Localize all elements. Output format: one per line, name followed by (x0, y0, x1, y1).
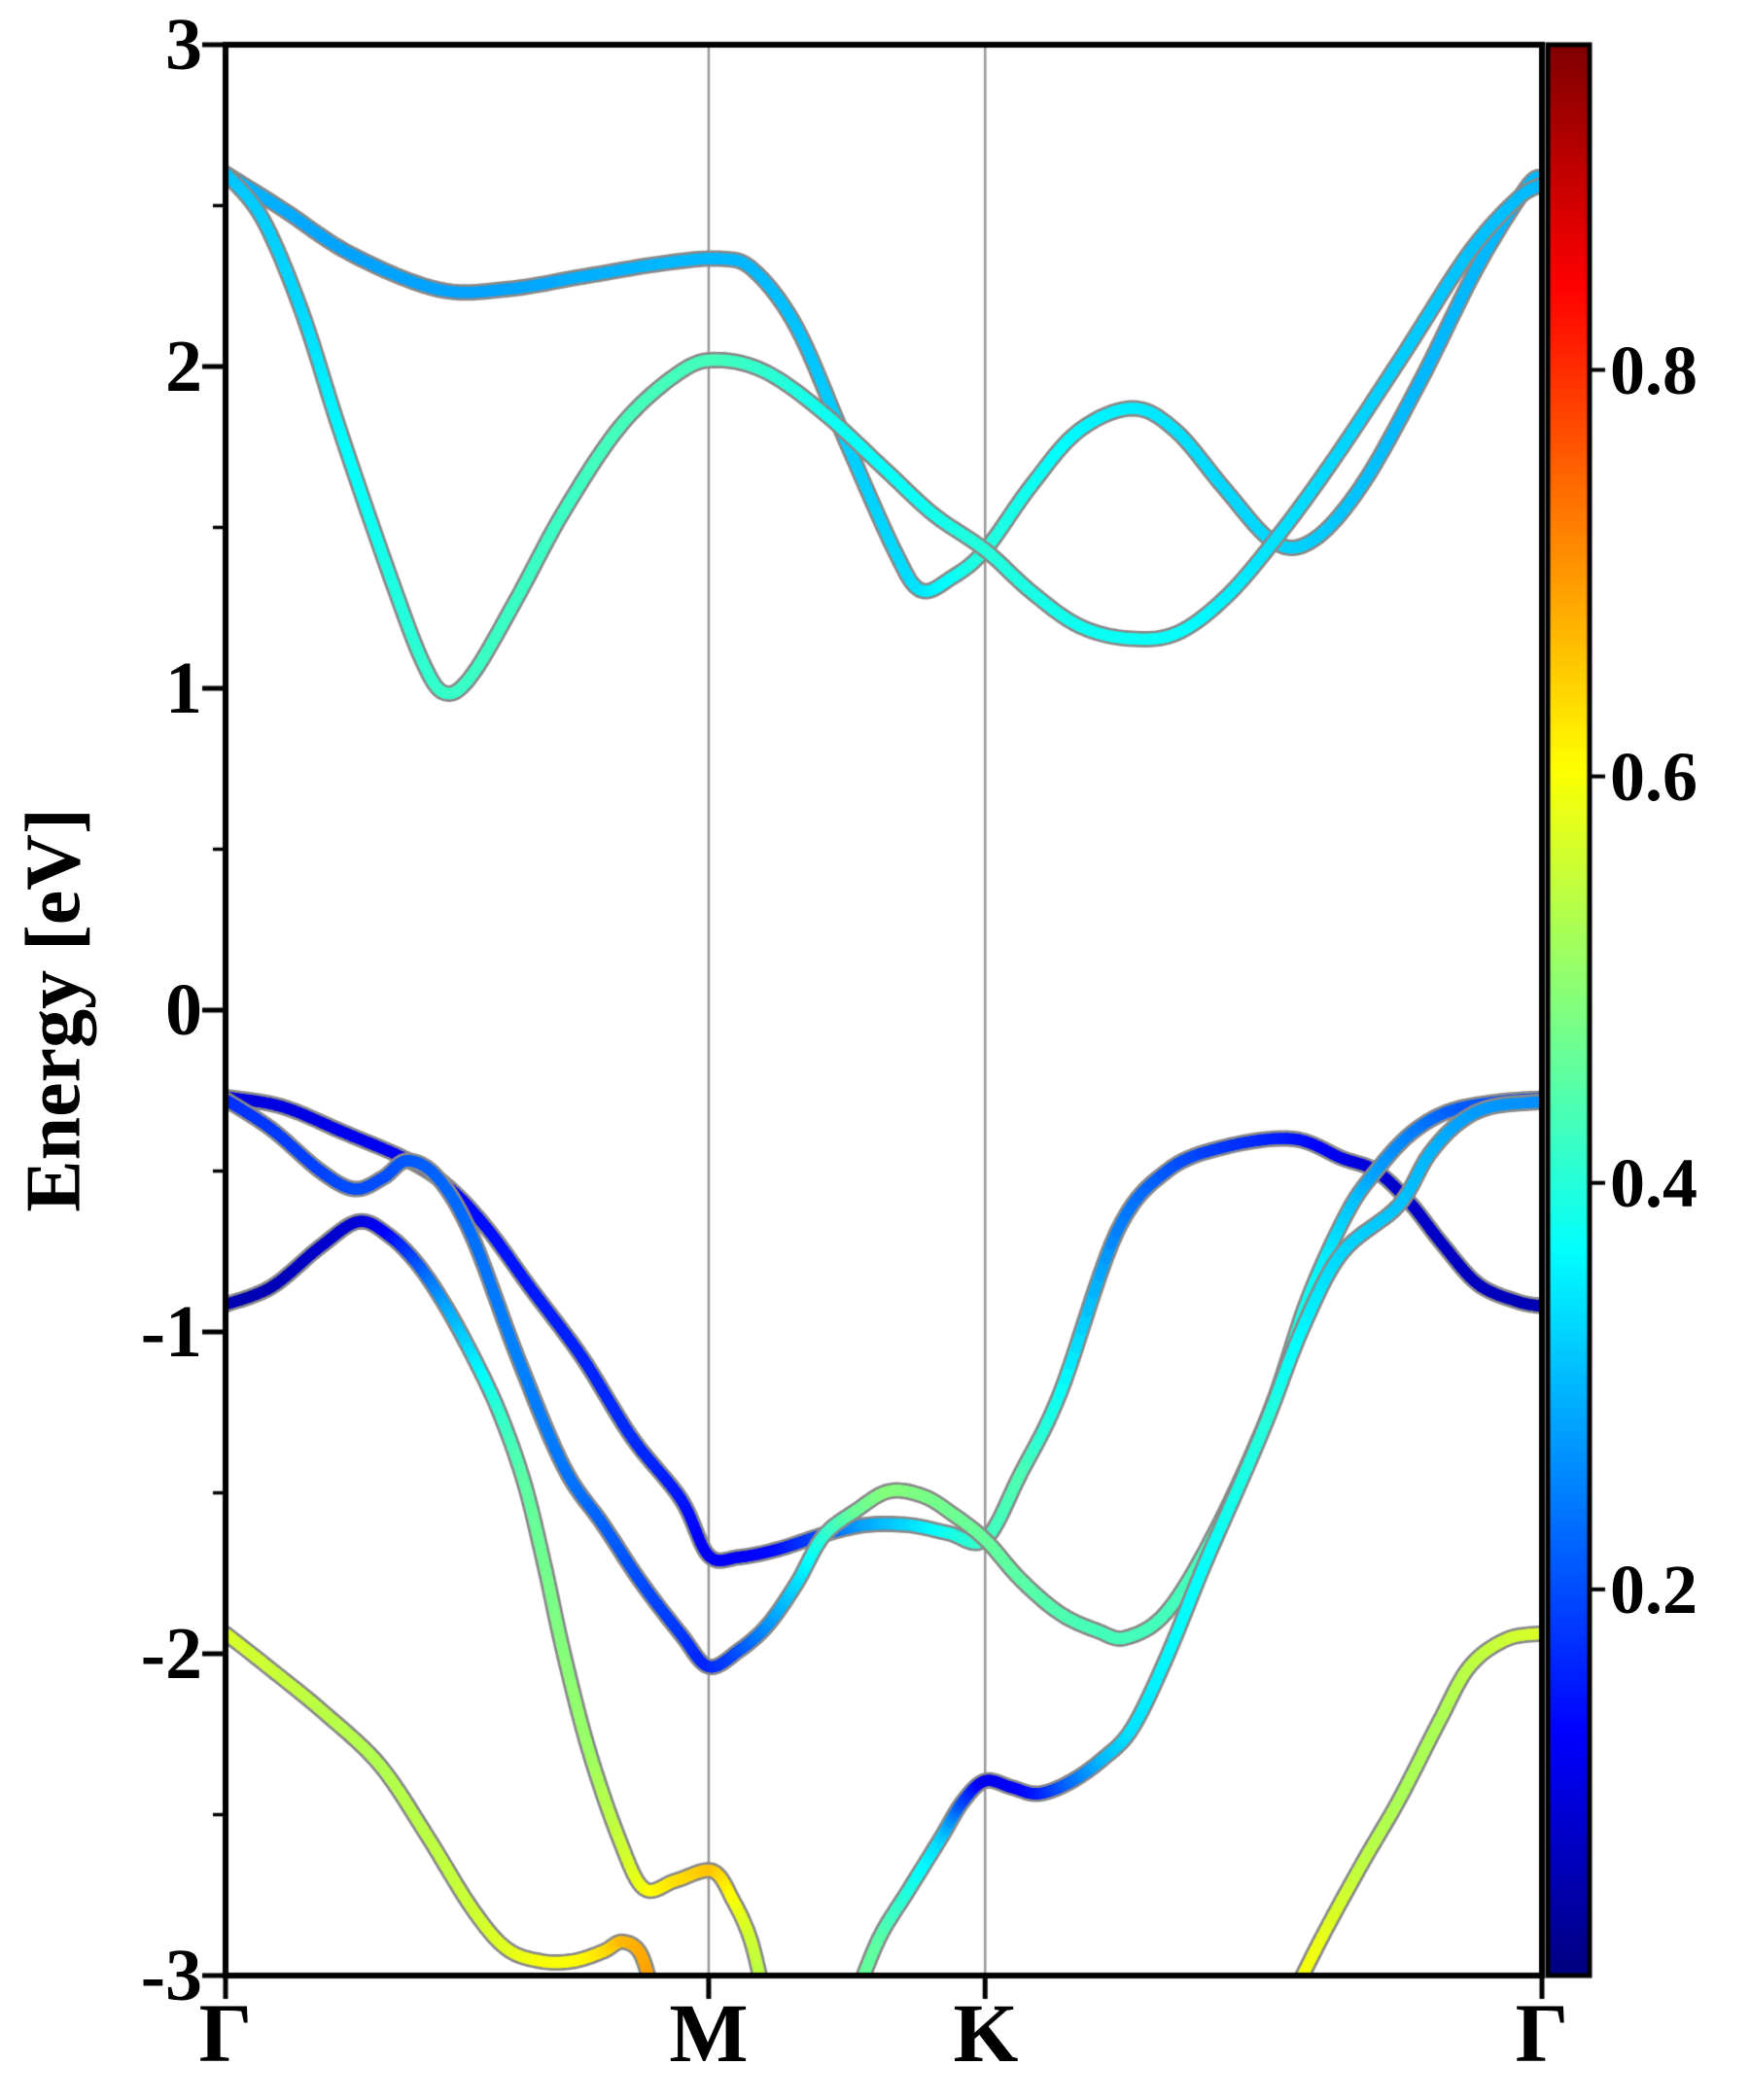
xtick-label-gamma-right: Γ (1515, 1986, 1569, 2080)
ytick-label-2: 2 (165, 326, 202, 407)
colorbar-tick-label-08: 0.8 (1610, 332, 1698, 409)
xtick-label-gamma-left: Γ (198, 1986, 253, 2080)
ytick-label-m1: -1 (140, 1291, 202, 1373)
ytick-label-3: 3 (165, 4, 202, 86)
xtick-label-M: M (669, 1986, 749, 2080)
colorbar-tick-label-02: 0.2 (1610, 1551, 1698, 1628)
colorbar-tick-label-06: 0.6 (1610, 738, 1698, 816)
ytick-label-m2: -2 (140, 1613, 202, 1695)
xtick-label-K: K (953, 1986, 1019, 2080)
ytick-label-1: 1 (165, 648, 202, 729)
ytick-label-m3: -3 (140, 1935, 202, 2016)
ytick-label-0: 0 (165, 969, 202, 1051)
colorbar-tick-label-04: 0.4 (1610, 1144, 1698, 1222)
